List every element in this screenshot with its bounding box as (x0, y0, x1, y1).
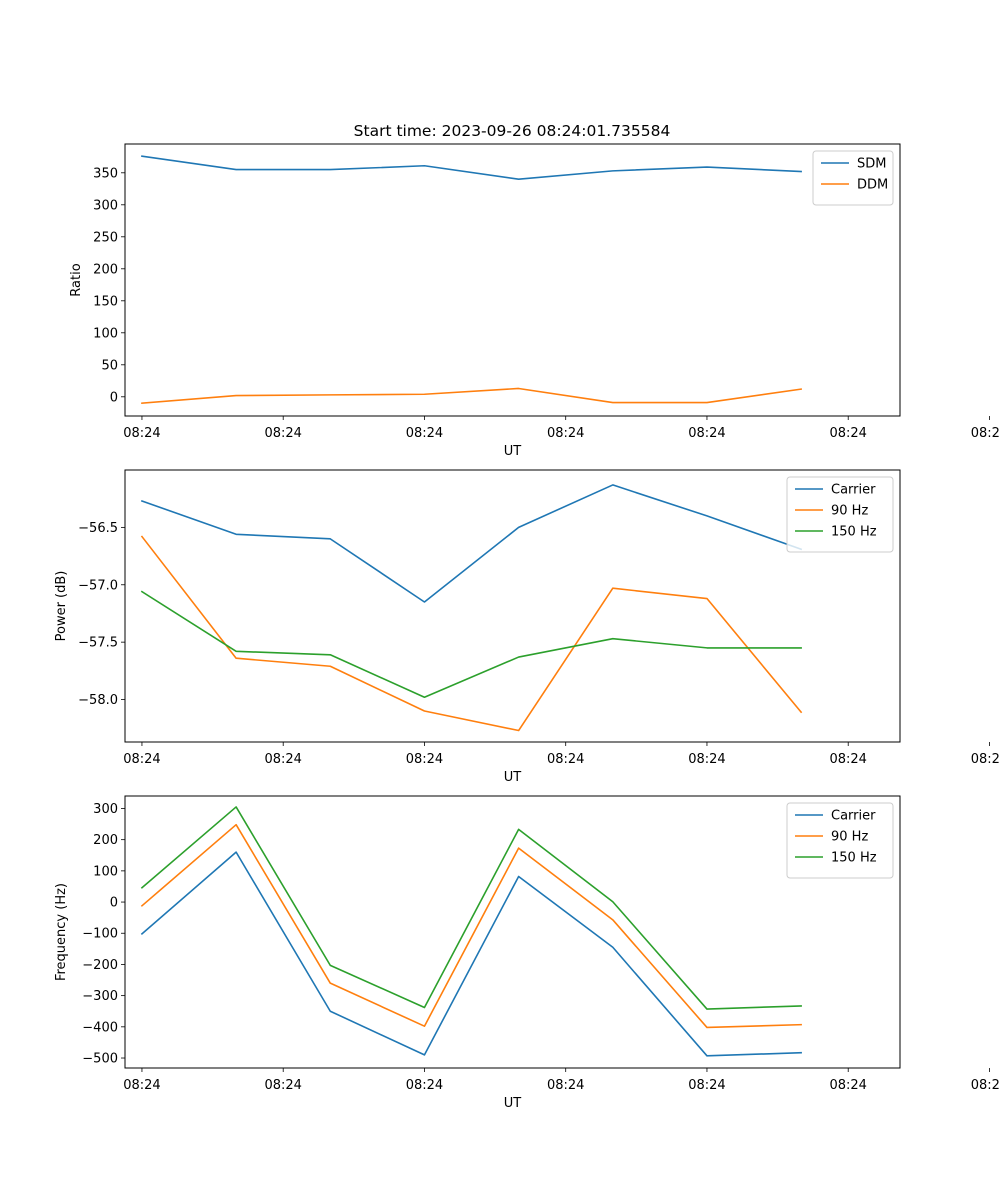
ratio-x-axis-label: UT (504, 444, 522, 459)
frequency-y-tick-label-6: 100 (93, 864, 118, 879)
frequency-y-tick-label-7: 200 (93, 833, 118, 848)
power-x-tick-label-4: 08:24 (688, 752, 725, 767)
ratio-series-ddm-line (141, 387, 803, 405)
power-x-tick-label-3: 08:24 (547, 752, 584, 767)
frequency-x-tick-label-3: 08:24 (547, 1078, 584, 1093)
ratio-y-tick-label-1: 50 (101, 358, 118, 373)
ratio-plot: 08:24 08:24 08:24 08:24 08:24 08:24 08:25 0 50 10… (69, 143, 1000, 459)
frequency-y-axis-label: Frequency (Hz) (54, 883, 69, 981)
frequency-series-90-hz-line (140, 823, 802, 1029)
power-x-tick-label-6: 08:25 (971, 752, 1000, 767)
power-y-axis-label: Power (dB) (54, 571, 69, 642)
frequency-x-tick-label-0: 08:24 (123, 1078, 160, 1093)
frequency-x-tick-label-2: 08:24 (406, 1078, 443, 1093)
ratio-legend-label-ddm: DDM (857, 178, 888, 193)
ratio-x-tick-label-4: 08:24 (688, 426, 725, 441)
power-series-90-hz-line (140, 535, 803, 732)
frequency-x-tick-label-1: 08:24 (264, 1078, 301, 1093)
ratio-x-tick-label-5: 08:24 (829, 426, 866, 441)
power-y-tick-label-1: −57.5 (78, 636, 118, 651)
frequency-y-tick-label-3: −200 (82, 958, 118, 973)
power-legend-label-150-hz: 150 Hz (831, 525, 877, 540)
frequency-legend-label-carrier: Carrier (831, 809, 876, 824)
frequency-series-carrier-line (140, 851, 802, 1057)
ratio-x-tick-label-2: 08:24 (406, 426, 443, 441)
ratio-y-tick-label-6: 300 (93, 198, 118, 213)
ratio-legend-box (812, 150, 894, 206)
frequency-x-tick-label-4: 08:24 (688, 1078, 725, 1093)
ratio-y-tick-label-0: 0 (110, 390, 118, 405)
frequency-legend: Carrier 90 Hz 150 Hz (786, 802, 894, 879)
power-x-tick-label-2: 08:24 (406, 752, 443, 767)
power-y-tick-label-0: −58.0 (78, 693, 118, 708)
frequency-y-tick-label-0: −500 (82, 1052, 118, 1067)
power-series-carrier-line (140, 484, 803, 603)
power-plot: 08:24 08:24 08:24 08:24 08:24 08:24 08:25 −58.0… (54, 469, 1000, 785)
frequency-axes-frame (124, 795, 901, 1069)
ratio-legend-label-sdm: SDM (857, 157, 886, 172)
frequency-x-axis-label: UT (504, 1096, 522, 1111)
ratio-axes-frame (124, 143, 901, 417)
ratio-x-tick-label-6: 08:25 (971, 426, 1000, 441)
ratio-y-tick-label-5: 250 (93, 230, 118, 245)
frequency-y-tick-label-5: 0 (110, 896, 118, 911)
frequency-x-tick-label-5: 08:24 (829, 1078, 866, 1093)
ratio-y-tick-label-2: 100 (93, 326, 118, 341)
power-legend: Carrier 90 Hz 150 Hz (786, 476, 894, 553)
power-legend-label-90-hz: 90 Hz (831, 504, 868, 519)
ratio-x-tick-label-1: 08:24 (264, 426, 301, 441)
ratio-legend: SDM DDM (812, 150, 894, 206)
power-x-tick-label-1: 08:24 (264, 752, 301, 767)
frequency-legend-box (786, 802, 894, 879)
frequency-plot: 08:24 08:24 08:24 08:24 08:24 08:24 08:25 −500 −… (54, 795, 1000, 1111)
power-x-tick-label-5: 08:24 (829, 752, 866, 767)
power-axes-frame (124, 469, 901, 743)
power-x-axis-label: UT (504, 770, 522, 785)
frequency-legend-label-150-hz: 150 Hz (831, 851, 877, 866)
power-y-tick-label-2: −57.0 (78, 578, 118, 593)
ratio-series-sdm-line (141, 155, 802, 180)
ratio-y-tick-label-4: 200 (93, 262, 118, 277)
frequency-y-tick-label-4: −100 (82, 927, 118, 942)
ratio-y-tick-label-7: 350 (93, 166, 118, 181)
ratio-x-tick-label-3: 08:24 (547, 426, 584, 441)
frequency-x-tick-label-6: 08:25 (971, 1078, 1000, 1093)
figure-title: Start time: 2023-09-26 08:24:01.735584 (354, 122, 671, 140)
ratio-y-tick-label-3: 150 (93, 294, 118, 309)
frequency-y-tick-label-1: −400 (82, 1020, 118, 1035)
power-y-tick-label-3: −56.5 (78, 521, 118, 536)
power-legend-box (786, 476, 894, 553)
power-series-150-hz-line (140, 590, 802, 699)
ratio-y-axis-label: Ratio (69, 263, 84, 296)
frequency-legend-label-90-hz: 90 Hz (831, 830, 868, 845)
ratio-x-tick-label-0: 08:24 (123, 426, 160, 441)
power-legend-label-carrier: Carrier (831, 483, 876, 498)
power-x-tick-label-0: 08:24 (123, 752, 160, 767)
frequency-series-150-hz-line (140, 806, 802, 1010)
frequency-y-tick-label-8: 300 (93, 802, 118, 817)
frequency-y-tick-label-2: −300 (82, 989, 118, 1004)
